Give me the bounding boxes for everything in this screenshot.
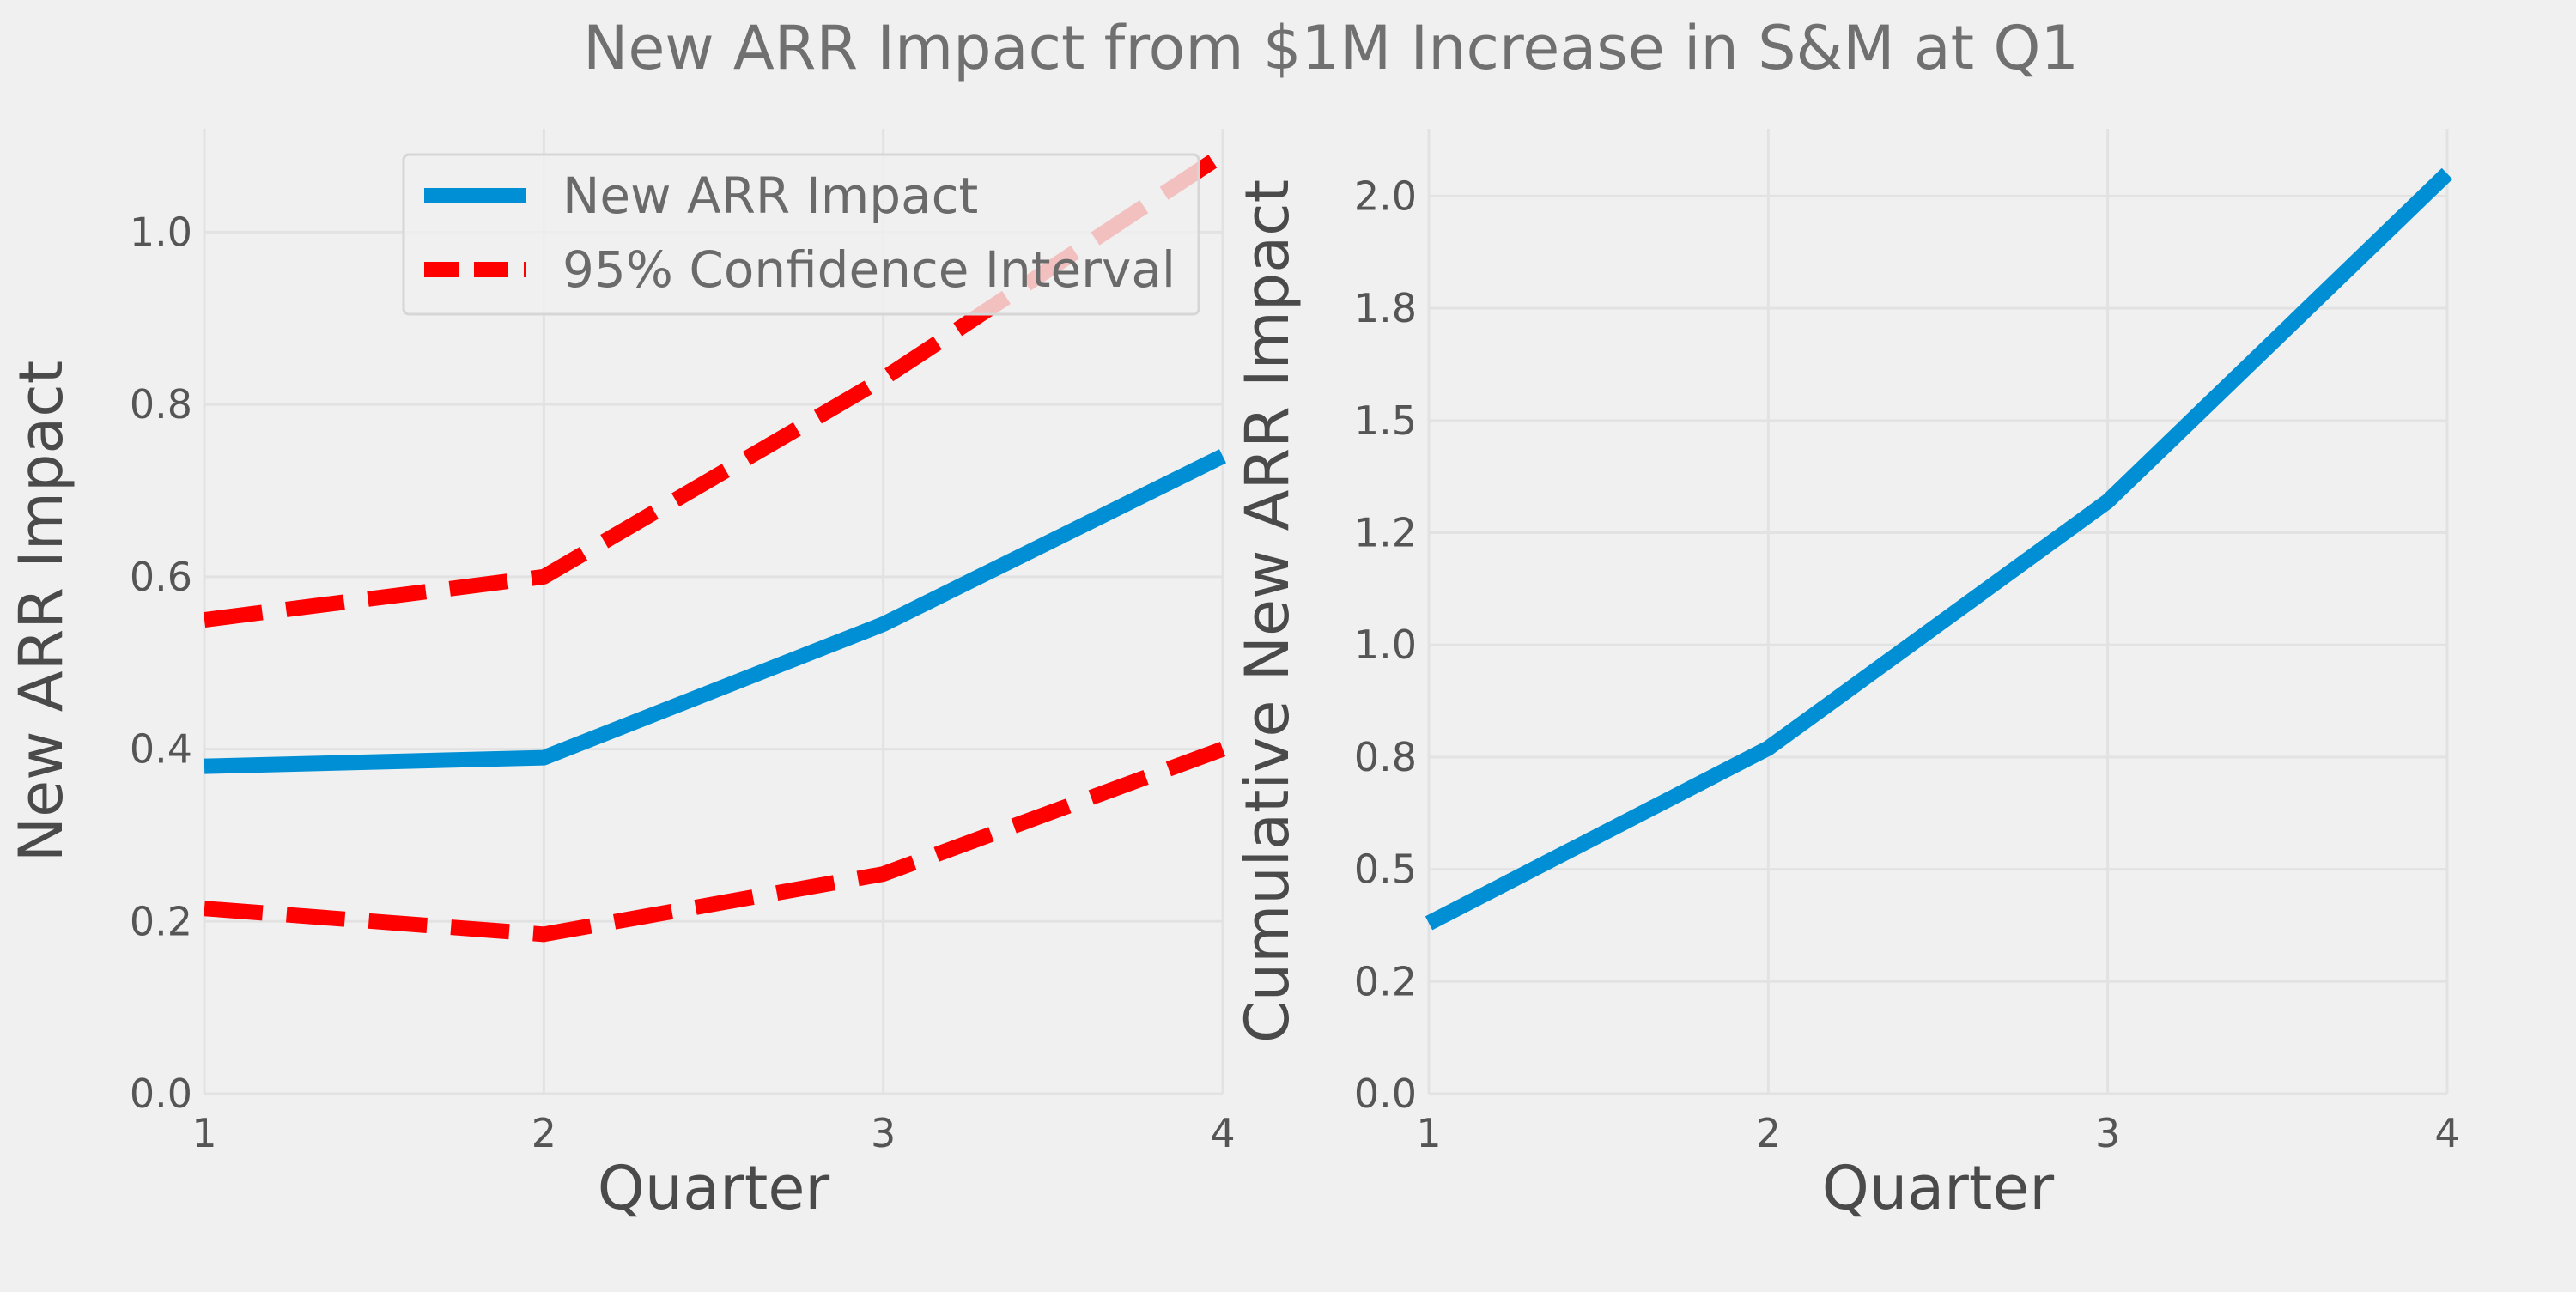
legend-label: New ARR Impact <box>562 167 978 225</box>
x-axis-label: Quarter <box>598 1153 830 1223</box>
y-tick-label: 0.2 <box>1354 958 1417 1004</box>
legend: New ARR Impact 95% Confidence Interval <box>402 153 1200 316</box>
x-tick-label: 1 <box>191 1110 216 1156</box>
y-tick-label: 2.0 <box>1354 173 1417 219</box>
legend-box <box>402 153 1200 316</box>
figure-title: New ARR Impact from $1M Increase in S&M … <box>583 13 2079 83</box>
x-tick-label: 3 <box>2095 1110 2120 1156</box>
x-tick-label: 1 <box>1416 1110 1441 1156</box>
x-tick-label: 2 <box>532 1110 556 1156</box>
y-tick-label: 0.0 <box>130 1071 192 1117</box>
y-tick-label: 1.8 <box>1354 285 1417 331</box>
x-tick-label: 2 <box>1756 1110 1781 1156</box>
y-tick-label: 1.0 <box>1354 622 1417 668</box>
impact-line <box>204 449 1226 774</box>
left-plot: 0.0 0.2 0.4 0.6 0.8 1.0 1 2 3 4 Quarter New ARR Imp… <box>6 129 1236 1223</box>
y-tick-label: 1.2 <box>1354 510 1417 556</box>
x-axis-label: Quarter <box>1822 1153 2055 1223</box>
y-tick-label: 0.8 <box>130 381 192 428</box>
y-axis-label: Cumulative New ARR Impact <box>1232 179 1303 1043</box>
y-tick-label: 0.8 <box>1354 734 1417 780</box>
y-axis-label: New ARR Impact <box>6 361 76 862</box>
y-tick-label: 0.4 <box>130 726 192 773</box>
impact-line <box>1425 167 2453 931</box>
y-tick-label: 0.5 <box>1354 846 1417 893</box>
x-tick-label: 4 <box>2434 1110 2459 1156</box>
x-tick-label: 4 <box>1210 1110 1235 1156</box>
legend-label: 95% Confidence Interval <box>562 240 1176 299</box>
y-tick-label: 1.0 <box>130 209 192 255</box>
y-tick-label: 0.6 <box>130 554 192 600</box>
right-plot: 0.0 0.2 0.5 0.8 1.0 1.2 1.5 1.8 2.0 1 2 3 4 Quarter Cu… <box>1232 129 2460 1223</box>
ci-lower-line <box>204 742 1226 943</box>
y-tick-label: 0.2 <box>130 898 192 944</box>
y-tick-label: 1.5 <box>1354 397 1417 444</box>
x-tick-label: 3 <box>871 1110 896 1156</box>
y-tick-label: 0.0 <box>1354 1071 1417 1117</box>
